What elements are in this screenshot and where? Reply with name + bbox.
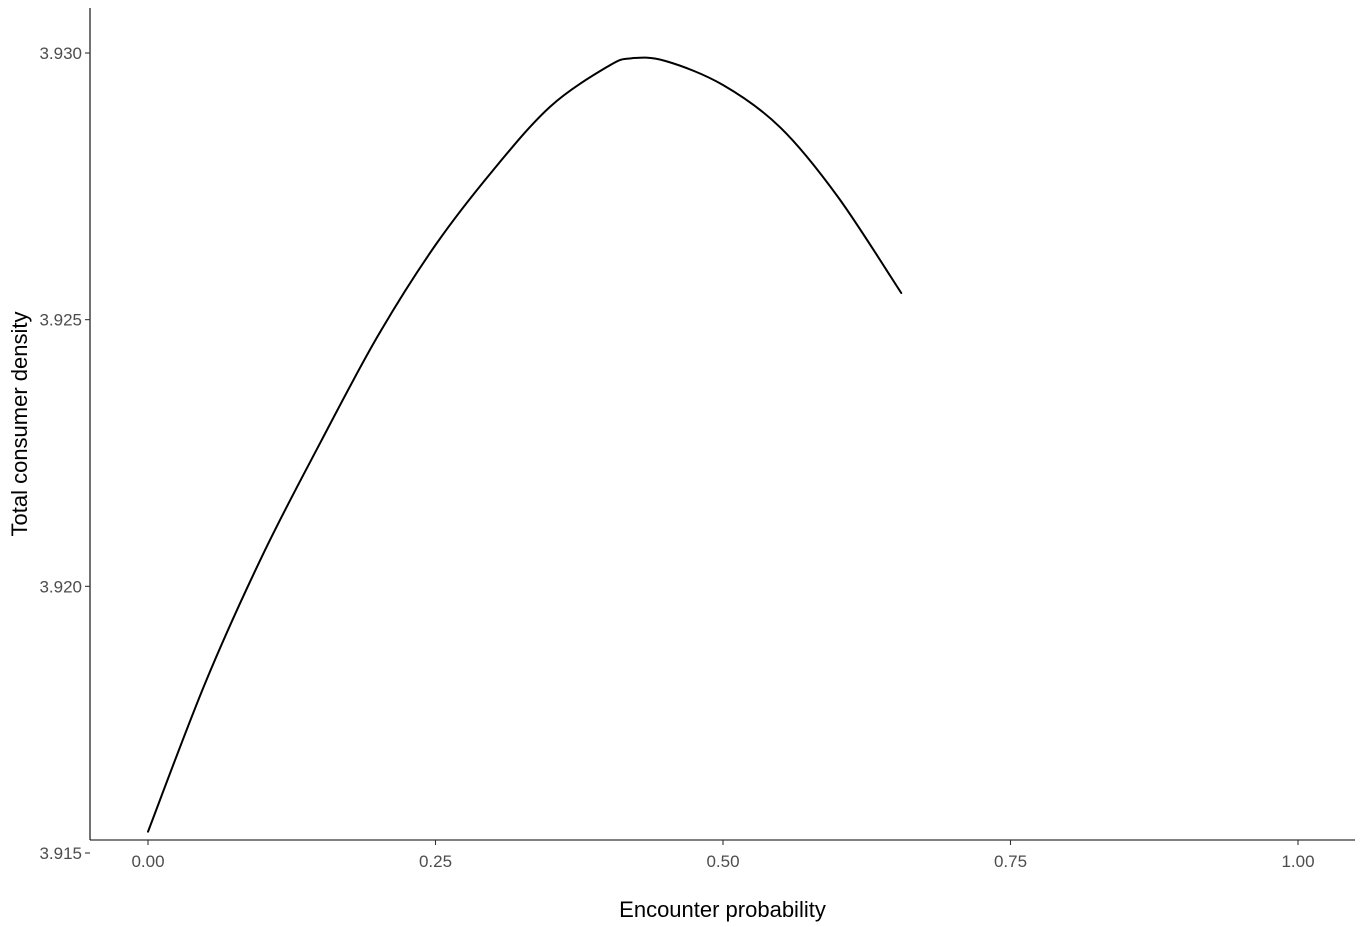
y-axis-ticks: 3.915 3.920 3.925 3.930 <box>39 44 90 863</box>
y-axis-title: Total consumer density <box>7 312 32 537</box>
series-layer <box>147 56 903 833</box>
axes <box>89 8 1355 841</box>
series-line-0 <box>147 56 903 833</box>
x-tick-label: 0.00 <box>131 852 164 871</box>
x-tick-label: 0.75 <box>994 852 1027 871</box>
y-tick-label: 3.915 <box>39 844 82 863</box>
y-tick-label: 3.930 <box>39 44 82 63</box>
x-tick-label: 0.25 <box>419 852 452 871</box>
y-tick-label: 3.920 <box>39 577 82 596</box>
x-axis-title: Encounter probability <box>619 897 826 922</box>
x-tick-label: 1.00 <box>1281 852 1314 871</box>
x-tick-label: 0.50 <box>706 852 739 871</box>
x-axis-ticks: 0.00 0.25 0.50 0.75 1.00 <box>131 840 1315 871</box>
y-tick-label: 3.925 <box>39 311 82 330</box>
